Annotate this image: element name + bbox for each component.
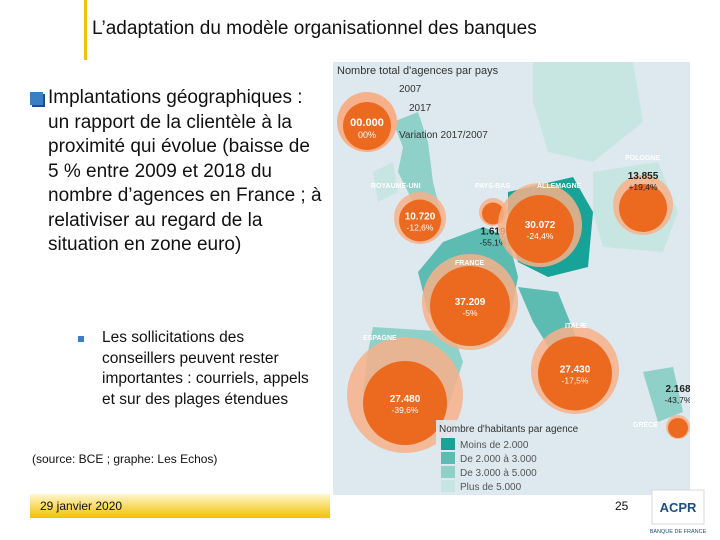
logo-subtitle: BANQUE DE FRANCE — [650, 529, 707, 535]
slide-title: L’adaptation du modèle organisationnel d… — [92, 18, 537, 39]
key-change-label: Variation 2017/2007 — [399, 130, 488, 141]
country-name: ESPAGNE — [363, 335, 397, 342]
country-value: 13.855 — [628, 171, 659, 182]
page-number: 25 — [615, 499, 629, 513]
greece-shape — [643, 367, 683, 422]
key-inner — [343, 102, 391, 150]
key-change: 00% — [358, 130, 376, 140]
country-change: -5% — [462, 308, 478, 318]
country-value: 10.720 — [405, 212, 436, 223]
country-value: 30.072 — [525, 220, 556, 231]
legend-swatch — [441, 452, 455, 464]
source-note: (source: BCE ; graphe: Les Echos) — [32, 452, 218, 466]
bubble-2017 — [619, 184, 667, 232]
country-name: PAYS-BAS — [475, 183, 510, 190]
country-change: +19,4% — [628, 182, 658, 192]
scandinavia-shape — [533, 62, 643, 162]
map-title: Nombre total d'agences par pays — [337, 65, 499, 77]
legend-label: De 2.000 à 3.000 — [460, 454, 537, 465]
legend-swatch — [441, 480, 455, 492]
bullet-text: Implantations géographiques : un rapport… — [48, 87, 322, 255]
legend-swatch — [441, 466, 455, 478]
ireland-shape — [373, 162, 398, 202]
footer-date: 29 janvier 2020 — [40, 499, 123, 513]
country-name: ITALIE — [565, 323, 587, 330]
legend-label: Plus de 5.000 — [460, 482, 522, 493]
country-value: 27.430 — [560, 365, 591, 376]
key-value: 00.000 — [350, 117, 384, 129]
legend-swatch — [441, 438, 455, 450]
country-change: -39,6% — [392, 405, 419, 415]
legend-label: Moins de 2.000 — [460, 440, 529, 451]
country-name: POLOGNE — [625, 155, 660, 162]
country-name: GRÈCE — [633, 420, 658, 429]
footer-band — [30, 494, 330, 518]
country-change: -55,1% — [480, 238, 507, 248]
key-year-outer: 2007 — [399, 84, 422, 95]
bubble-2017 — [399, 199, 441, 242]
bubble-2017 — [668, 418, 688, 438]
bubble-2017 — [363, 361, 447, 445]
country-change: -17,5% — [562, 376, 589, 386]
country-name: ALLEMAGNE — [537, 183, 582, 190]
bullet-icon — [30, 92, 43, 105]
country-value: 37.209 — [455, 297, 486, 308]
bubble-2017 — [506, 195, 574, 263]
title-accent — [84, 0, 87, 60]
country-value: 27.480 — [390, 394, 421, 405]
country-change: -43,7% — [665, 395, 690, 405]
legend-title: Nombre d'habitants par agence — [439, 424, 579, 435]
country-value: 2.168 — [665, 384, 690, 395]
map: Nombre total d'agences par pays 00.00000… — [333, 62, 690, 495]
key-year-inner: 2017 — [409, 103, 432, 114]
country-change: -12,6% — [407, 223, 434, 233]
logo-frame — [651, 489, 705, 525]
logo: ACPR BANQUE DE FRANCE — [650, 489, 707, 535]
sub-bullet-icon — [78, 336, 84, 342]
bubble-2017 — [538, 336, 612, 411]
sub-bullet-text: Les sollicitations des conseillers peuve… — [102, 329, 309, 408]
bubble-2017 — [430, 266, 510, 346]
legend-panel — [436, 420, 561, 495]
country-name: ROYAUME-UNI — [371, 183, 421, 190]
legend-label: De 3.000 à 5.000 — [460, 468, 537, 479]
country-value: 1.619 — [480, 227, 505, 238]
country-name: FRANCE — [455, 260, 484, 267]
logo-name: ACPR — [660, 500, 697, 515]
country-change: -24,4% — [527, 231, 554, 241]
